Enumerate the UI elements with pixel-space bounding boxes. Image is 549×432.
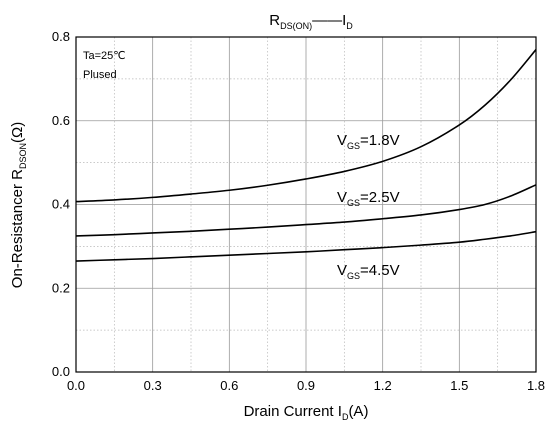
y-axis-label: On-Resistancer RDSON(Ω) bbox=[9, 122, 28, 288]
series-label-vgs-4-5v: VGS=4.5V bbox=[337, 262, 400, 281]
x-tick-label: 1.8 bbox=[527, 378, 545, 393]
x-tick-label: 0.6 bbox=[220, 378, 238, 393]
x-tick-label: 1.5 bbox=[450, 378, 468, 393]
series-line-0 bbox=[75, 49, 537, 203]
x-tick-label: 0.0 bbox=[67, 378, 85, 393]
y-tick-label: 0.4 bbox=[52, 197, 70, 212]
series-lines bbox=[75, 49, 537, 262]
annotation-temperature: Ta=25℃ bbox=[83, 50, 126, 62]
x-tick-label: 0.9 bbox=[297, 378, 315, 393]
series-line-1 bbox=[75, 184, 537, 237]
x-axis-label: Drain Current ID(A) bbox=[244, 403, 369, 422]
chart-title: RDS(ON)——ID bbox=[269, 12, 353, 31]
y-axis-ticks: 0.0 0.2 0.4 0.6 0.8 bbox=[52, 29, 70, 379]
y-tick-label: 0.8 bbox=[52, 29, 70, 44]
series-label-vgs-1-8v: VGS=1.8V bbox=[337, 132, 400, 151]
x-tick-label: 0.3 bbox=[144, 378, 162, 393]
x-axis-ticks: 0.0 0.3 0.6 0.9 1.2 1.5 1.8 bbox=[67, 378, 545, 393]
series-line-2 bbox=[75, 230, 537, 262]
grid bbox=[75, 36, 537, 373]
series-label-vgs-2-5v: VGS=2.5V bbox=[337, 189, 400, 208]
plot-frame bbox=[75, 36, 537, 373]
y-tick-label: 0.6 bbox=[52, 113, 70, 128]
y-tick-label: 0.2 bbox=[52, 280, 70, 295]
x-tick-label: 1.2 bbox=[374, 378, 392, 393]
y-tick-label: 0.0 bbox=[52, 364, 70, 379]
annotation-pulsed: Plused bbox=[83, 69, 117, 81]
